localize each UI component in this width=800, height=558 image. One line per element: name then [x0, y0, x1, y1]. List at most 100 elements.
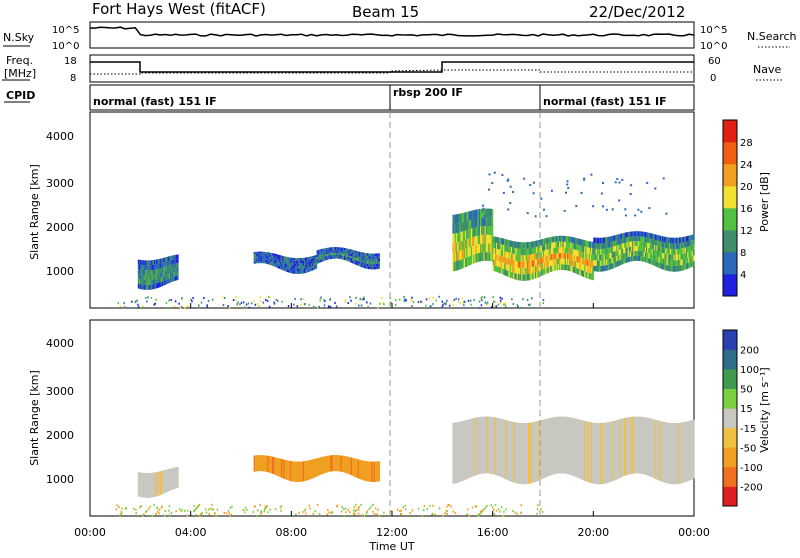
power-cell — [691, 245, 694, 251]
power-cell — [323, 256, 326, 259]
power-cell — [663, 247, 665, 254]
velocity-cell — [635, 416, 638, 474]
power-cell — [262, 255, 265, 258]
power-cell — [338, 251, 340, 253]
power-cell — [277, 266, 280, 269]
power-cell — [684, 236, 687, 242]
power-cell — [253, 252, 256, 254]
velocity-cell — [365, 461, 368, 482]
power-cell — [287, 262, 290, 265]
power-cell — [337, 256, 339, 259]
power-cell — [667, 254, 670, 260]
power-cell — [372, 264, 375, 267]
power-cell — [453, 261, 456, 272]
power-cell — [557, 241, 560, 248]
velocity-cell — [501, 419, 504, 478]
power-cell — [604, 254, 607, 260]
power-cell — [302, 298, 305, 300]
power-cell — [489, 208, 491, 218]
power-cell — [474, 245, 477, 255]
power-cell — [650, 248, 653, 255]
power-cell — [403, 300, 405, 302]
power-cell — [348, 257, 351, 260]
power-cell — [369, 264, 371, 267]
power-cell — [300, 258, 303, 261]
power-cell — [488, 252, 490, 261]
power-cell — [652, 244, 655, 250]
power-cell — [600, 192, 603, 195]
power-cell — [338, 254, 340, 257]
power-cell — [597, 254, 600, 261]
power-cell — [283, 258, 286, 262]
velocity-cell — [378, 514, 380, 517]
velocity-cell — [280, 505, 283, 508]
power-cell — [363, 262, 366, 266]
power-cell — [463, 249, 466, 259]
power-cell — [326, 251, 329, 254]
power-cell — [646, 232, 648, 238]
power-cell — [475, 253, 478, 263]
power-cell — [342, 251, 345, 254]
power-cell — [521, 255, 524, 262]
velocity-cell — [214, 512, 216, 514]
power-cell — [468, 220, 471, 230]
power-cell — [273, 301, 275, 304]
velocity-cell — [520, 511, 522, 514]
cpid-strip-frame — [89, 84, 695, 111]
power-cell — [625, 257, 628, 263]
power-cell — [268, 305, 271, 308]
power-cell — [631, 231, 633, 237]
power-cell — [485, 217, 488, 226]
velocity-cell — [155, 512, 157, 515]
velocity-cell — [162, 470, 164, 494]
velocity-cell — [144, 473, 147, 498]
power-cell — [516, 273, 519, 281]
power-cell — [643, 241, 646, 247]
power-cell — [461, 250, 464, 260]
power-cell — [628, 241, 631, 247]
power-cell — [330, 253, 332, 255]
velocity-cell — [397, 508, 399, 511]
power-cell — [563, 264, 566, 271]
power-cell — [325, 252, 328, 254]
power-cell — [171, 255, 173, 260]
power-cell — [331, 256, 334, 259]
power-cell — [505, 263, 508, 270]
velocity-cell — [168, 514, 171, 517]
power-cell — [159, 268, 162, 273]
power-cell — [687, 246, 689, 253]
power-cell — [470, 228, 473, 238]
power-cell — [341, 249, 344, 252]
power-cell — [680, 248, 683, 255]
power-cell — [164, 262, 167, 267]
power-cell — [462, 231, 465, 241]
colorbar-tick: 200 — [740, 346, 759, 357]
power-cell — [608, 247, 610, 254]
power-cell — [349, 260, 352, 263]
power-cell — [262, 259, 265, 262]
power-cell — [175, 258, 178, 264]
velocity-cell — [577, 419, 579, 478]
power-cell — [620, 249, 623, 255]
velocity-cell — [493, 508, 495, 511]
power-cell — [567, 236, 569, 242]
power-cell — [480, 217, 482, 227]
freq-right-tick-top: 60 — [708, 56, 721, 67]
power-cell — [315, 264, 318, 267]
power-cell — [356, 255, 359, 259]
power-cell — [587, 266, 590, 273]
power-cell — [163, 257, 165, 263]
power-cell — [321, 253, 323, 256]
power-cell — [259, 253, 262, 256]
power-cell — [683, 264, 686, 270]
velocity-cell — [266, 505, 268, 508]
power-cell — [636, 236, 639, 242]
power-cell — [476, 218, 479, 227]
power-cell — [501, 244, 504, 251]
power-cell — [687, 252, 689, 258]
velocity-cell — [181, 509, 183, 512]
power-cell — [569, 265, 572, 272]
power-cell — [644, 242, 647, 248]
colorbar-swatch — [723, 330, 737, 350]
power-cell — [257, 253, 259, 256]
